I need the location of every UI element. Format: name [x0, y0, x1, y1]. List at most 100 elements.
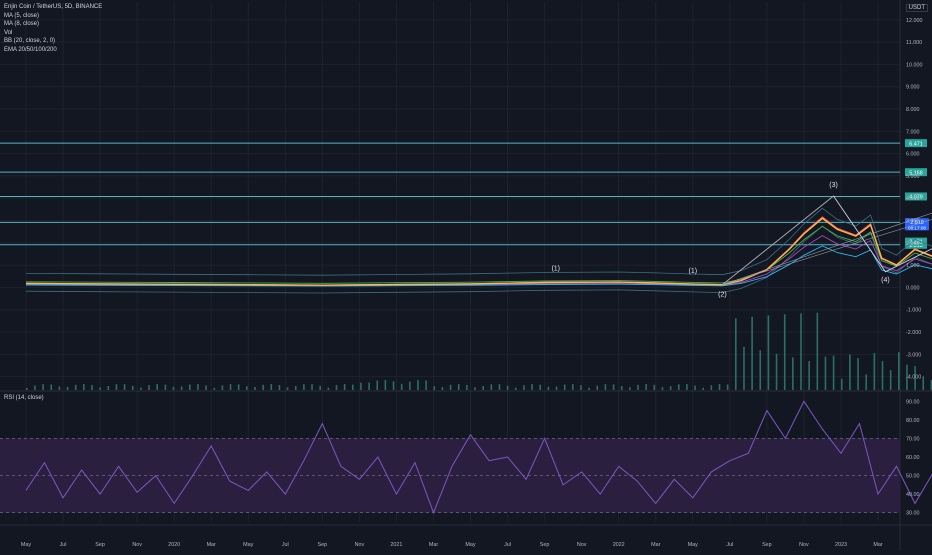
volume-bar: [865, 374, 868, 390]
volume-bar: [91, 385, 93, 390]
volume-bar: [767, 315, 770, 390]
volume-bar: [922, 376, 925, 390]
volume-bar: [368, 382, 370, 390]
volume-bar: [775, 353, 778, 390]
symbol-title[interactable]: Enjin Coin / TetherUS, 5D, BINANCE: [4, 4, 103, 10]
volume-bar: [645, 384, 647, 390]
volume-bar: [539, 384, 542, 390]
volume-bar: [490, 384, 493, 390]
time-tick-label: 2022: [613, 542, 625, 548]
volume-bar: [457, 384, 460, 390]
volume-bar: [254, 387, 256, 390]
volume-bar: [425, 380, 427, 390]
volume-bar: [278, 384, 281, 390]
wave-channel-line: [722, 219, 932, 286]
volume-bar: [172, 386, 175, 390]
wave-labels: (1)(1)(2)(3)(4)(1)(2)(3)(4)(5)(3)(4)(5)(…: [551, 182, 889, 298]
time-tick-label: 2023: [835, 542, 847, 548]
time-tick-label: 2021: [390, 542, 402, 548]
volume-bar: [596, 385, 599, 390]
indicator-ma5[interactable]: MA (5, close): [4, 12, 40, 19]
volume-bar: [808, 360, 810, 390]
volume-bar: [156, 384, 158, 390]
wave-channel-line: [722, 195, 834, 285]
rsi-panel: 90.00 80.00 70.00 60.00 50.00 40.00 30.00: [0, 399, 932, 517]
volume-bar: [840, 378, 843, 390]
time-tick-label: May: [465, 542, 475, 548]
volume-bar: [857, 358, 859, 390]
level-label: 1.913: [909, 243, 923, 249]
wave-projection: [722, 195, 932, 286]
volume-bar: [270, 384, 273, 390]
volume-bar: [376, 380, 379, 390]
volume-bar: [50, 384, 53, 390]
volume-bar: [735, 318, 737, 390]
price-tick-label: -4.000: [906, 375, 921, 381]
wave-label: (1): [689, 268, 698, 275]
time-tick-label: Jul: [282, 542, 289, 548]
volume-bar: [906, 364, 908, 390]
time-tick-label: Sep: [540, 542, 550, 548]
level-label: 4.079: [909, 195, 923, 201]
volume-bar: [148, 385, 150, 390]
price-tick-label: -2.000: [906, 330, 921, 336]
rsi-legend[interactable]: RSI (14, close): [4, 395, 44, 401]
volume-bar: [482, 386, 484, 390]
volume-bar: [115, 384, 118, 390]
price-tick-label: 6.000: [906, 152, 920, 158]
horizontal-levels: 6.4715.1684.0792.9191.9132.91900:17:082.…: [0, 139, 929, 249]
volume-bar: [311, 384, 313, 390]
currency-label[interactable]: USDT: [905, 4, 928, 12]
price-tick-label: 2.000: [906, 241, 920, 247]
price-tick-label: -3.000: [906, 352, 921, 358]
volume-bar: [604, 384, 607, 390]
level-tag: [905, 139, 927, 148]
volume-bar: [694, 385, 696, 390]
price-tick-label: 3.000: [906, 219, 920, 225]
volume-bar: [392, 381, 395, 390]
volume-bar: [889, 370, 892, 390]
price-tick-label: 5.000: [906, 174, 920, 180]
volume-bar: [319, 385, 321, 390]
volume-bar: [506, 385, 509, 390]
volume-bar: [653, 384, 656, 390]
volume-bar: [531, 384, 533, 390]
current-price-label: 2.919: [910, 220, 924, 226]
level-label: 5.168: [909, 170, 923, 176]
price-series: [25, 207, 932, 294]
volume-bar: [205, 385, 207, 390]
volume-bar: [164, 384, 167, 390]
volume-bar: [417, 380, 419, 390]
rsi-tick-label: 70.00: [906, 436, 920, 442]
level-tag: [905, 192, 927, 201]
time-tick-label: Jul: [60, 542, 67, 548]
volume-bar: [474, 387, 476, 390]
volume-bar: [898, 352, 900, 390]
rsi-tick-label: 50.00: [906, 474, 920, 480]
volume-bar: [42, 384, 44, 390]
volume-bar: [523, 385, 525, 390]
volume-bar: [637, 384, 639, 390]
volume-bar: [433, 386, 436, 390]
time-tick-label: May: [688, 542, 698, 548]
price-tick-label: 7.000: [906, 129, 920, 135]
indicator-bb[interactable]: BB (20, close, 2, 0): [4, 38, 56, 45]
volume-bar: [580, 385, 582, 390]
indicator-ema[interactable]: EMA 20/50/100/200: [4, 46, 57, 53]
indicator-ma8[interactable]: MA (8, close): [4, 21, 40, 28]
volume-bar: [107, 385, 110, 390]
time-tick-label: Nov: [132, 542, 142, 548]
volume-bar: [849, 354, 851, 390]
price-tick-label: 1.000: [906, 263, 920, 269]
volume-bar: [343, 384, 346, 390]
volume-bar: [123, 384, 126, 390]
indicator-vol[interactable]: Vol: [4, 29, 13, 36]
time-tick-label: Nov: [799, 542, 809, 548]
volume-bar: [74, 384, 77, 390]
wave-channel-line: [722, 212, 932, 286]
volume-bar: [547, 386, 550, 390]
volume-bar: [188, 384, 191, 390]
